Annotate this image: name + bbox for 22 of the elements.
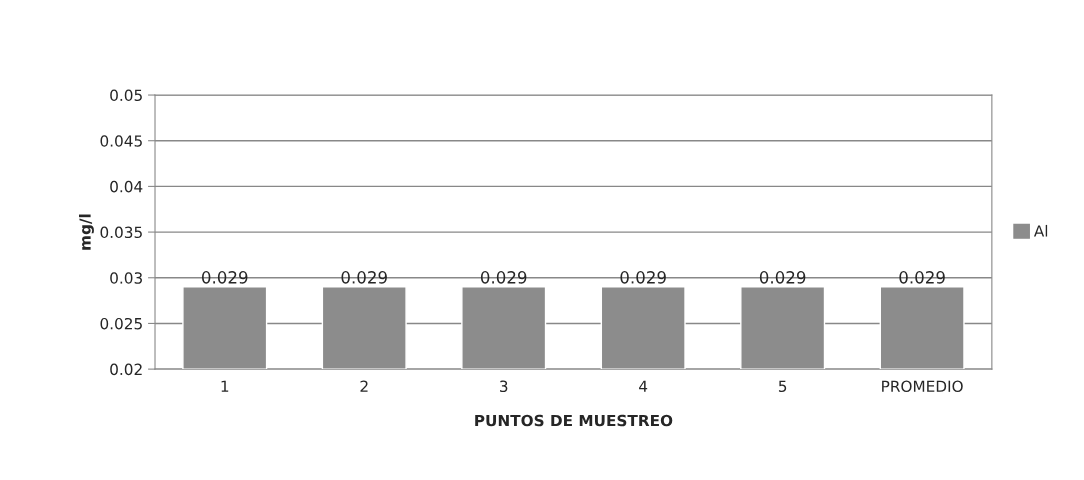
y-tick-label: 0.02 <box>110 363 142 376</box>
y-tick-label: 0.03 <box>110 272 142 284</box>
y-tick-label: 0.04 <box>110 180 143 193</box>
y-tick-label: 0.025 <box>100 317 142 330</box>
y-axis-title: mg/l <box>79 214 94 250</box>
x-tick-label: 4 <box>639 380 648 392</box>
x-tick-label: 1 <box>221 380 229 392</box>
data-label: 0.029 <box>341 271 387 284</box>
data-label: 0.029 <box>899 271 945 284</box>
y-tick-label: 0.045 <box>100 135 142 147</box>
legend-label: Al <box>1033 224 1048 237</box>
y-tick-label: 0.05 <box>110 89 142 102</box>
data-label: 0.029 <box>480 271 527 284</box>
x-axis-title: PUNTOS DE MUESTREO <box>475 414 673 427</box>
x-tick-label: 5 <box>778 380 787 393</box>
x-tick-label: 3 <box>500 380 508 393</box>
data-label: 0.029 <box>620 271 666 284</box>
x-tick-label: PROMEDIO <box>882 380 963 393</box>
data-label: 0.029 <box>201 271 248 284</box>
y-tick-label: 0.035 <box>100 226 142 239</box>
data-label: 0.029 <box>759 271 806 284</box>
x-tick-label: 2 <box>360 380 368 392</box>
